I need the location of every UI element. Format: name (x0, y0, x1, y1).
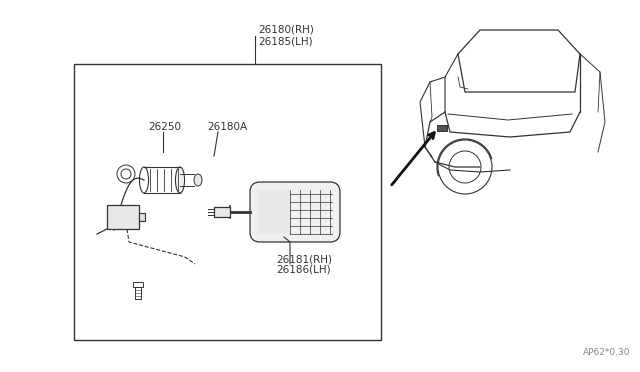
Bar (139, 213, 145, 221)
Bar (258, 190, 290, 234)
Bar (437, 125, 447, 131)
Bar (74, 64, 381, 340)
Text: 26186(LH): 26186(LH) (276, 265, 331, 275)
PathPatch shape (250, 182, 340, 242)
Text: 26181(RH): 26181(RH) (276, 254, 332, 264)
Bar (135, 287, 141, 299)
Ellipse shape (194, 174, 202, 186)
Ellipse shape (175, 167, 184, 193)
Text: 26250: 26250 (148, 122, 181, 132)
Text: 26185(LH): 26185(LH) (258, 36, 312, 46)
Text: 26180(RH): 26180(RH) (258, 24, 314, 34)
Text: 26180A: 26180A (207, 122, 247, 132)
Text: AP62*0.30: AP62*0.30 (582, 348, 630, 357)
Bar (214, 207, 230, 217)
Bar (133, 282, 143, 287)
Bar (107, 205, 139, 229)
